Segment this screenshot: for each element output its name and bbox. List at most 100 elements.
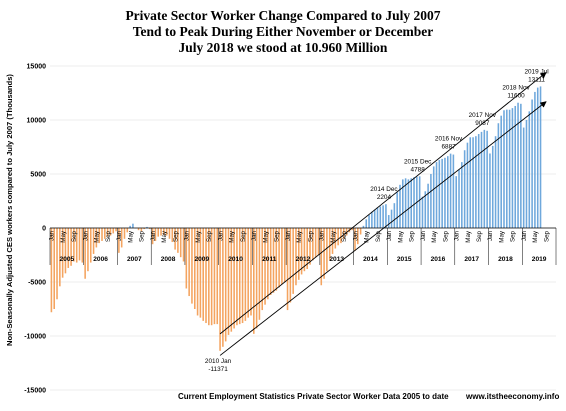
bar <box>475 136 477 228</box>
x-month-tick-label: Sep <box>206 230 213 242</box>
x-month-tick-label: Jan <box>217 230 224 241</box>
bar <box>104 228 106 239</box>
x-year-label: 2008 <box>161 256 176 263</box>
bar <box>238 228 241 325</box>
bar <box>368 215 370 228</box>
bar <box>458 169 460 228</box>
x-month-tick-label: Sep <box>510 230 517 242</box>
x-month-tick-label: Jan <box>386 230 393 241</box>
bar <box>56 228 58 300</box>
annotation-label: 4788 <box>411 166 426 173</box>
bar <box>191 228 193 304</box>
bar <box>340 228 342 244</box>
bar <box>517 102 519 228</box>
bar <box>67 228 70 268</box>
bar <box>371 211 373 228</box>
bar <box>230 228 233 332</box>
bar <box>179 228 182 258</box>
y-tick-label: -15000 <box>24 388 46 395</box>
bar <box>269 228 272 295</box>
x-month-tick-label: Jan <box>487 230 494 241</box>
bar <box>385 204 387 228</box>
x-year-label: 2010 <box>228 256 243 263</box>
bar <box>275 228 278 291</box>
x-year-label: 2019 <box>532 256 547 263</box>
bar <box>89 228 92 263</box>
bar <box>534 91 536 228</box>
x-month-tick-label: May <box>397 230 404 243</box>
bar <box>95 228 98 248</box>
bar <box>438 159 441 228</box>
bar <box>241 228 244 324</box>
bar <box>309 228 311 265</box>
bar <box>337 228 339 246</box>
bar <box>253 228 255 334</box>
annotation-label: 11600 <box>507 93 525 100</box>
bar <box>511 108 514 228</box>
x-year-label: 2007 <box>127 256 142 263</box>
bar <box>497 123 500 228</box>
bar <box>539 86 542 229</box>
annotation-label: 2015 Dec <box>404 158 432 165</box>
bar <box>165 228 168 236</box>
bar <box>494 136 497 228</box>
bar <box>362 225 365 228</box>
bar <box>182 228 185 262</box>
bar <box>359 228 362 235</box>
bar <box>213 228 216 325</box>
annotation-label: 6887 <box>441 144 456 151</box>
bar <box>441 158 443 228</box>
chart-footer: Current Employment Statistics Private Se… <box>178 392 449 401</box>
bar <box>292 228 294 294</box>
bar <box>216 228 219 325</box>
chart-title-line-2: Tend to Peak During Either November or D… <box>132 24 434 39</box>
bar <box>115 228 117 232</box>
x-year-label: 2009 <box>194 256 209 263</box>
bar <box>224 228 227 342</box>
bar <box>491 145 494 228</box>
x-year-label: 2014 <box>363 256 378 263</box>
bar <box>328 228 331 261</box>
bar <box>109 228 112 236</box>
x-year-label: 2016 <box>431 256 446 263</box>
x-month-tick-label: Jan <box>352 230 359 241</box>
y-axis-label: Non-Seasonally Adjusted CES workers comp… <box>5 74 14 346</box>
y-tick-label: 5000 <box>30 172 46 179</box>
x-year-label: 2015 <box>397 256 412 263</box>
bar <box>250 228 252 316</box>
y-tick-label: -10000 <box>24 334 46 341</box>
bar <box>70 228 72 266</box>
x-month-tick-label: Jan <box>285 230 292 241</box>
x-month-tick-label: Jan <box>454 230 461 241</box>
bar <box>421 196 424 228</box>
x-month-tick-label: Sep <box>409 230 416 242</box>
annotation-label: 13111 <box>528 76 545 83</box>
bar <box>84 228 86 279</box>
x-month-tick-label: Sep <box>71 230 78 242</box>
x-month-tick-label: Sep <box>307 230 314 242</box>
bar <box>281 228 283 285</box>
bar <box>326 228 328 272</box>
x-month-tick-label: May <box>161 230 168 243</box>
x-month-tick-label: May <box>262 230 269 243</box>
bar <box>174 228 176 250</box>
chart-title-line-1: Private Sector Worker Change Compared to… <box>125 8 441 23</box>
bar <box>365 219 368 228</box>
x-year-label: 2011 <box>262 256 277 263</box>
bar <box>506 109 508 228</box>
bar <box>463 150 466 228</box>
bar <box>163 228 165 235</box>
bar <box>452 154 455 228</box>
bar <box>435 162 438 228</box>
bar <box>312 228 314 261</box>
x-month-tick-label: May <box>330 230 337 243</box>
bar <box>247 228 249 318</box>
x-month-tick-label: Jan <box>319 230 326 241</box>
x-year-label: 2005 <box>60 256 75 263</box>
bar <box>101 228 103 241</box>
bar <box>123 228 126 239</box>
chart-title-line-3: July 2018 we stood at 10.960 Million <box>178 40 388 55</box>
bar <box>87 228 89 272</box>
